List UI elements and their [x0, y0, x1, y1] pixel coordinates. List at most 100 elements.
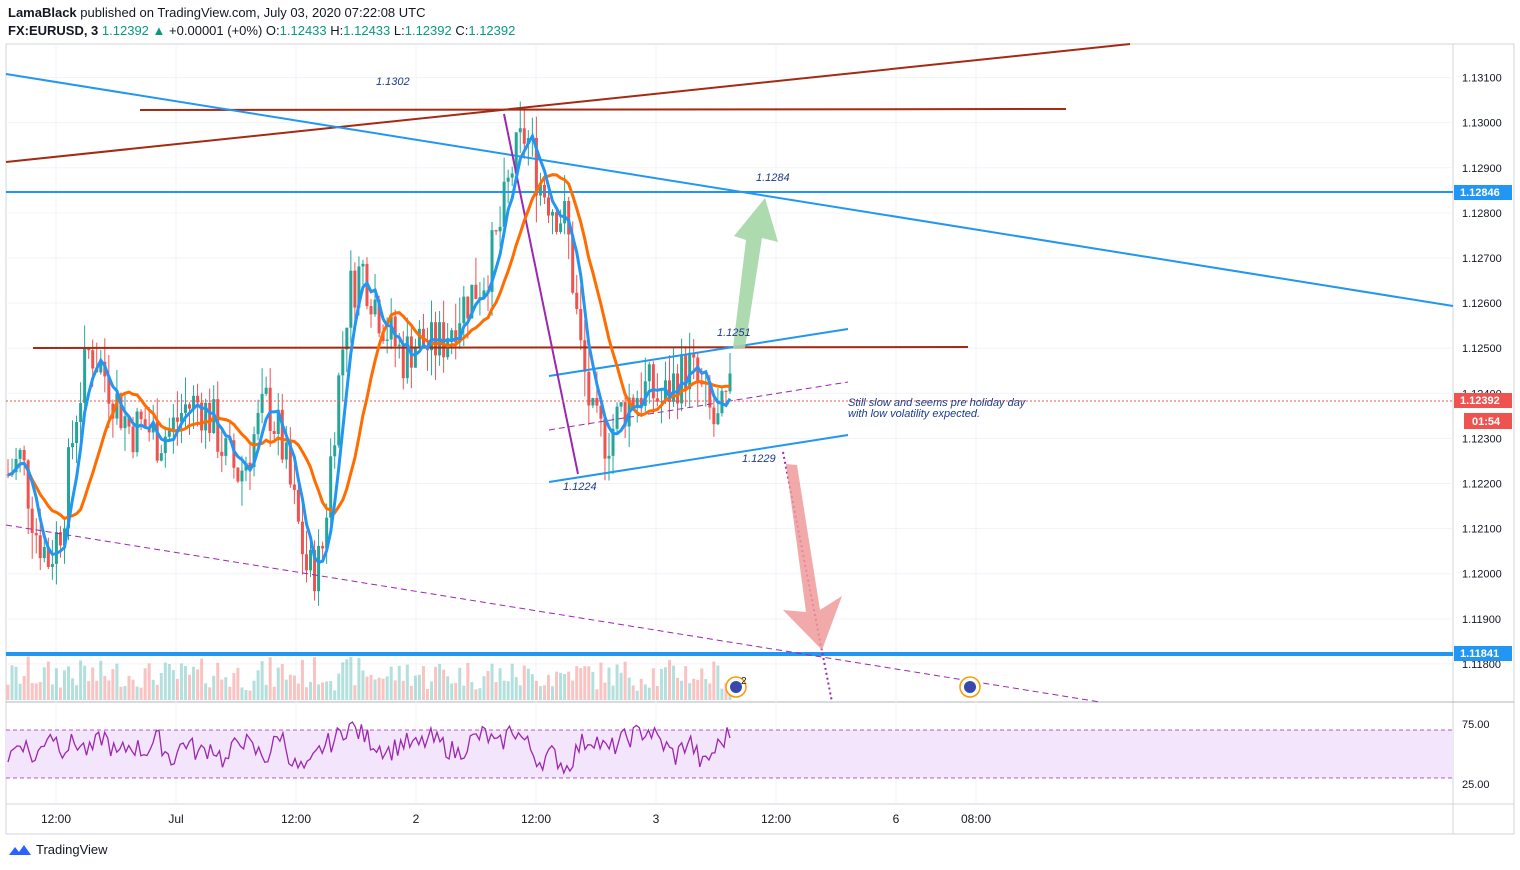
candle-body: [353, 270, 357, 308]
volume-bar: [579, 668, 583, 700]
chart-frame: [5, 43, 1515, 835]
annotation-target-up[interactable]: 1.1284: [756, 172, 790, 184]
price-axis[interactable]: 1.13100 1.13000 1.12900 1.12800 1.12700 1.126…: [1462, 73, 1502, 671]
price-label-lower-level: 1.11841: [1454, 646, 1512, 661]
symbol-label[interactable]: FX:EURUSD, 3: [8, 23, 99, 38]
volume-bar: [42, 667, 46, 700]
volume-bar: [6, 684, 10, 700]
candle-body: [30, 508, 34, 534]
last-price: 1.12392: [101, 23, 149, 38]
candle-body: [688, 352, 692, 390]
volume-bar: [498, 668, 502, 700]
candle-body: [179, 413, 183, 422]
volume-bar: [551, 686, 555, 700]
volume-bar: [171, 670, 175, 700]
countdown-label: 01:54: [1464, 413, 1512, 429]
rising-trendline[interactable]: [5, 43, 1131, 163]
volume-bar: [119, 686, 123, 700]
candle-body: [200, 402, 204, 431]
candle-body: [724, 390, 728, 392]
candle-body: [684, 354, 688, 390]
candle-body: [232, 440, 236, 468]
candle-body: [252, 434, 256, 468]
volume-bar: [357, 658, 361, 700]
volume-bar: [627, 677, 631, 700]
channel-middle[interactable]: [548, 381, 849, 431]
volume-bar: [188, 674, 192, 700]
price-tick-label: 1.12800: [1462, 208, 1502, 220]
candle-body: [377, 299, 381, 334]
channel-lower[interactable]: [548, 434, 849, 483]
annotation-high[interactable]: 1.1302: [376, 76, 410, 88]
tradingview-logo-icon[interactable]: [8, 843, 32, 857]
volume-bar: [276, 667, 280, 700]
low-value: 1.12392: [404, 23, 452, 38]
candle-body: [635, 397, 639, 407]
candle-body: [619, 402, 623, 407]
volume-bar: [667, 660, 671, 700]
volume-bar: [220, 679, 224, 700]
time-axis[interactable]: 12:00 Jul 12:00 2 12:00 3 12:00 6 08:00: [41, 812, 991, 826]
candle-body: [611, 428, 615, 456]
brand-name[interactable]: TradingView: [36, 842, 108, 857]
volume-bar: [643, 684, 647, 700]
candle-body: [135, 411, 139, 453]
volume-bar: [510, 663, 514, 700]
candle-body: [506, 177, 510, 182]
rsi-line: [7, 721, 731, 775]
volume-bar: [288, 674, 292, 700]
candle-body: [579, 309, 583, 341]
price-tick-label: 1.12900: [1462, 163, 1502, 175]
candle-body: [67, 447, 71, 529]
volume-bar: [256, 670, 260, 700]
volume-bar: [575, 666, 579, 700]
falling-trendline[interactable]: [5, 73, 1454, 307]
annotation-note-line2[interactable]: with low volatility expected.: [848, 408, 980, 420]
volume-bar: [252, 680, 256, 700]
dashed-support-line[interactable]: [5, 524, 1101, 703]
candle-body: [655, 398, 659, 402]
candle-body: [171, 417, 175, 430]
volume-bar: [442, 669, 446, 700]
author-name[interactable]: LamaBlack: [8, 5, 77, 20]
candle-body: [716, 413, 720, 425]
volume-bar: [522, 665, 526, 700]
candle-body: [300, 521, 304, 555]
annotation-channel-bottom[interactable]: 1.1229: [742, 453, 776, 465]
candle-body: [591, 398, 595, 406]
candle-body: [373, 299, 377, 315]
candle-body: [538, 184, 542, 196]
volume-bar: [684, 666, 688, 700]
rsi-tick-75: 75.00: [1462, 719, 1490, 731]
candle-body: [317, 545, 321, 592]
candle-body: [183, 404, 187, 414]
volume-bar: [317, 684, 321, 700]
candle-body: [417, 328, 421, 347]
volume-bar: [325, 681, 329, 700]
candle-body: [268, 387, 272, 431]
candle-body: [575, 292, 579, 310]
annotation-low[interactable]: 1.1224: [563, 481, 597, 493]
green-up-arrow[interactable]: [733, 198, 778, 348]
chart-header: LamaBlack published on TradingView.com, …: [8, 4, 515, 40]
candle-body: [87, 348, 91, 351]
footer: TradingView: [8, 842, 108, 857]
candle-body: [188, 404, 192, 409]
candle-body: [583, 340, 587, 372]
candle-body: [502, 181, 506, 227]
volume-bar: [587, 666, 591, 700]
orange-moving-average: [7, 173, 730, 521]
resistance-line-top[interactable]: [139, 108, 1067, 111]
volume-bar: [14, 666, 18, 700]
resistance-line-mid[interactable]: [32, 346, 969, 349]
volume-bar: [651, 668, 655, 700]
volume-bar: [87, 681, 91, 700]
candle-body: [514, 132, 518, 174]
volume-bar: [147, 663, 151, 700]
channel-upper[interactable]: [548, 328, 849, 377]
annotation-channel-top[interactable]: 1.1251: [717, 327, 751, 339]
volume-bar: [474, 689, 478, 700]
red-down-arrow[interactable]: [783, 464, 842, 650]
annotation-note-line1[interactable]: Still slow and seems pre holiday day: [848, 397, 1027, 409]
